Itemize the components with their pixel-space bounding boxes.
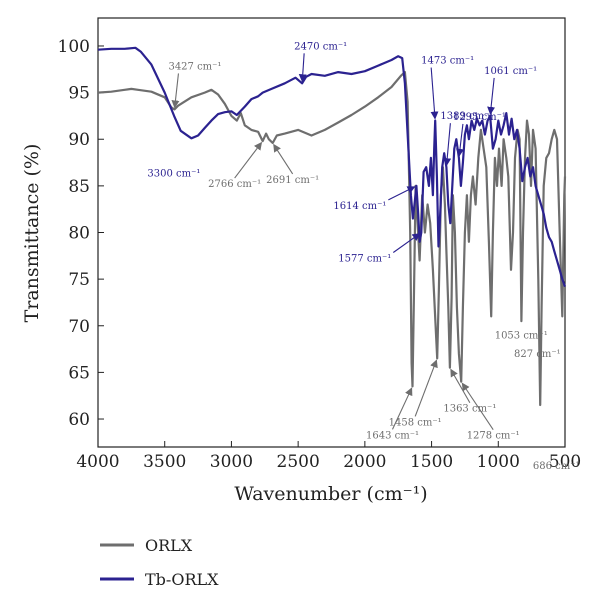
plot-frame — [97, 17, 566, 448]
annotation-arrow — [443, 123, 452, 167]
y-tick-label: 70 — [68, 317, 90, 337]
annotation-label: 1643 cm⁻¹ — [366, 430, 419, 441]
x-tick-label: 2500 — [277, 452, 320, 472]
annotation-arrow — [487, 77, 496, 115]
y-tick-label: 100 — [58, 37, 90, 57]
series-line-tb-orlx — [97, 46, 567, 287]
annotation-label: 1295 cm⁻¹ — [453, 112, 506, 123]
x-tick-label: 1500 — [410, 452, 453, 472]
x-axis-title: Wavenumber (cm⁻¹) — [234, 483, 427, 505]
y-tick-label: 80 — [68, 224, 90, 244]
series-line-orlx — [97, 71, 567, 407]
annotation-arrow — [391, 387, 413, 430]
annotation-arrow — [461, 382, 494, 431]
annotation-label: 1053 cm⁻¹ — [495, 330, 548, 341]
annotation-arrow — [392, 233, 421, 253]
annotation-label: 686 cm⁻¹ — [533, 461, 580, 472]
annotation-label: 1278 cm⁻¹ — [467, 431, 520, 442]
x-tick-label: 3500 — [143, 452, 186, 472]
annotation-arrow — [273, 143, 294, 175]
y-tick-label: 65 — [68, 363, 90, 383]
y-axis-title: Transmittance (%) — [21, 144, 43, 323]
y-tick-label: 90 — [68, 130, 90, 150]
x-tick-label: 4000 — [76, 452, 119, 472]
annotation-label: 1614 cm⁻¹ — [333, 201, 386, 212]
x-tick-label: 2000 — [343, 452, 386, 472]
legend-label: ORLX — [145, 536, 193, 555]
annotation-arrow — [414, 359, 438, 417]
y-tick-label: 85 — [68, 177, 90, 197]
annotation-arrow — [450, 368, 471, 404]
x-tick-label: 1000 — [477, 452, 520, 472]
annotation-label: 1473 cm⁻¹ — [421, 56, 474, 67]
x-tick-label: 500 — [549, 452, 581, 472]
annotation-label: 1458 cm⁻¹ — [389, 417, 442, 428]
annotation-arrow — [234, 141, 263, 179]
annotation-arrow — [298, 53, 307, 83]
annotation-label: 2470 cm⁻¹ — [294, 41, 347, 52]
legend: ORLX Tb-ORLX — [100, 536, 219, 589]
annotation-label: 2766 cm⁻¹ — [208, 179, 261, 190]
annotation-label: 1363 cm⁻¹ — [443, 404, 496, 415]
annotation-arrow — [388, 186, 416, 201]
annotation-label: 1577 cm⁻¹ — [338, 254, 391, 265]
y-tick-label: 75 — [68, 270, 90, 290]
annotation-arrow — [171, 73, 180, 109]
annotation-arrow — [456, 123, 464, 157]
annotation-label: 1389 cm⁻¹ — [440, 111, 493, 122]
annotation-label: 3427 cm⁻¹ — [168, 61, 221, 72]
y-tick-label: 95 — [68, 84, 90, 104]
annotation-label: 3300 cm⁻¹ — [147, 168, 200, 179]
annotation-label: 827 cm⁻¹ — [514, 349, 561, 360]
annotation-label: 2691 cm⁻¹ — [266, 175, 319, 186]
annotation-label: 1061 cm⁻¹ — [484, 66, 537, 77]
y-tick-label: 60 — [68, 410, 90, 430]
x-tick-label: 3000 — [210, 452, 253, 472]
annotation-arrow — [430, 67, 439, 120]
legend-label: Tb-ORLX — [145, 570, 219, 589]
